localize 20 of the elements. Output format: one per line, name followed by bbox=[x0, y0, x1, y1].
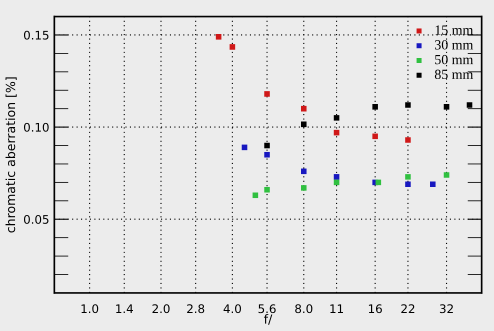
y-axis-title: chromatic aberration [%] bbox=[6, 77, 17, 233]
x-tick-label: 32 bbox=[440, 304, 453, 314]
y-tick-label: 0.05 bbox=[24, 214, 48, 224]
x-tick-label: 22 bbox=[401, 304, 414, 314]
x-tick-label: 1.0 bbox=[82, 304, 98, 314]
legend-label: 85 mm bbox=[434, 70, 474, 80]
x-tick-label: 16 bbox=[368, 304, 382, 314]
y-tick-label: 0.10 bbox=[24, 122, 49, 132]
x-axis-title: f/ bbox=[264, 314, 272, 325]
x-tick-label: 1.4 bbox=[116, 304, 133, 314]
x-tick-label: 2.0 bbox=[152, 304, 170, 314]
x-tick-label: 5.6 bbox=[258, 304, 276, 314]
x-tick-label: 4.0 bbox=[224, 304, 241, 314]
x-tick-label: 2.8 bbox=[187, 304, 204, 314]
legend-label: 50 mm bbox=[435, 54, 474, 64]
x-tick-label: 11 bbox=[330, 304, 343, 314]
y-tick-label: 0.15 bbox=[24, 30, 48, 40]
legend-label: 15 mm bbox=[436, 25, 474, 35]
x-tick-label: 8.0 bbox=[295, 304, 312, 314]
legend-label: 30 mm bbox=[435, 40, 474, 50]
